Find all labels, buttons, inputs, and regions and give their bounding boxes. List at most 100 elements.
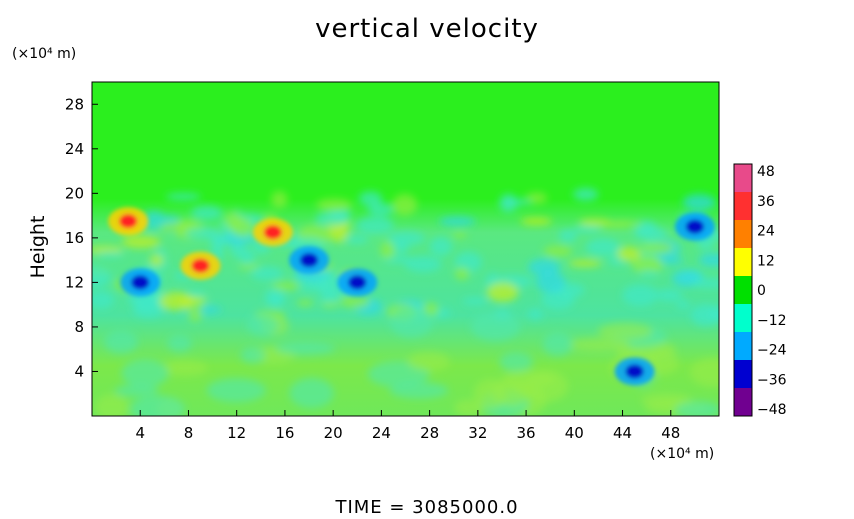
heatmap-cell	[568, 337, 631, 352]
heatmap-cell	[392, 194, 418, 216]
heatmap-feature-core	[263, 225, 282, 240]
heatmap-cell	[344, 235, 369, 244]
heatmap-cell	[264, 288, 286, 305]
heatmap-cell	[499, 352, 534, 372]
heatmap-cell	[617, 246, 641, 262]
heatmap-feature-core	[191, 258, 210, 273]
y-tick-label: 8	[74, 318, 84, 336]
heatmap-cell	[96, 251, 124, 259]
heatmap-cell	[659, 257, 684, 265]
heatmap-cell	[691, 278, 719, 289]
heatmap-cell	[542, 332, 573, 357]
colorbar-tick-label: −24	[757, 343, 787, 359]
heatmap-cell	[94, 394, 129, 416]
heatmap-cell	[387, 231, 426, 246]
heatmap-cell	[238, 263, 260, 270]
heatmap-cell	[634, 226, 667, 241]
heatmap-cell	[429, 236, 453, 256]
heatmap-feature-core	[131, 275, 150, 290]
y-axis-unit: (×10⁴ m)	[12, 46, 77, 62]
x-tick-label: 12	[227, 424, 246, 442]
heatmap-band	[92, 187, 719, 416]
heatmap-feature-core	[625, 364, 644, 379]
heatmap-cell	[209, 233, 231, 247]
heatmap-cell	[184, 227, 220, 239]
heatmap-cell	[246, 314, 279, 336]
y-tick-label: 12	[65, 273, 84, 291]
heatmap-cell	[289, 377, 334, 409]
heatmap-cell	[543, 245, 573, 258]
y-tick-label: 20	[65, 184, 84, 202]
heatmap-cell	[568, 259, 602, 267]
heatmap-cell	[585, 238, 621, 257]
heatmap-cell	[114, 384, 159, 397]
heatmap-cell	[389, 382, 449, 399]
heatmap-cell	[690, 304, 719, 326]
heatmap-cell	[239, 248, 256, 265]
colorbar-tick-label: 48	[757, 164, 775, 180]
heatmap-cell	[453, 399, 484, 416]
heatmap-cell	[92, 290, 115, 309]
heatmap-cell	[676, 300, 691, 310]
heatmap-cell	[367, 203, 394, 217]
x-tick-label: 36	[517, 424, 536, 442]
heatmap-cell	[167, 334, 192, 353]
colorbar-tick-label: 0	[757, 283, 766, 299]
heatmap-cell	[187, 309, 203, 322]
x-tick-label: 48	[661, 424, 680, 442]
heatmap-cell	[271, 281, 300, 291]
x-tick-label: 8	[184, 424, 194, 442]
colorbar-tick-label: −48	[757, 402, 787, 418]
x-tick-label: 44	[613, 424, 632, 442]
heatmap-cell	[404, 255, 442, 273]
heatmap-cell	[674, 401, 719, 416]
heatmap-cell	[315, 211, 350, 227]
heatmap-cell	[339, 295, 370, 309]
heatmap-cell	[390, 307, 433, 338]
heatmap-cell	[296, 299, 314, 307]
heatmap-cell	[558, 229, 577, 243]
heatmap-cell	[162, 360, 208, 376]
heatmap-cell	[190, 205, 223, 221]
heatmap-cell	[656, 288, 683, 302]
colorbar-tick-label: −12	[757, 313, 787, 329]
heatmap-cell	[535, 271, 566, 293]
colorbar-segment	[734, 164, 752, 193]
heatmap-cell	[130, 395, 185, 416]
heatmap-cell	[631, 255, 664, 275]
heatmap-cell	[682, 194, 716, 211]
heatmap-cell	[380, 241, 395, 260]
heatmap-feature-core	[685, 219, 704, 234]
heatmap-cell	[271, 191, 288, 209]
colorbar-segment	[734, 360, 752, 389]
heatmap-cell	[206, 378, 266, 403]
heatmap-cell	[121, 359, 169, 388]
heatmap-cell	[142, 210, 166, 230]
heatmap-cell	[698, 253, 719, 267]
heatmap-cell	[156, 221, 196, 233]
heatmap-cell	[121, 235, 161, 249]
heatmap-cell	[177, 296, 208, 303]
heatmap-cell	[407, 351, 451, 372]
y-tick-label: 16	[65, 229, 84, 247]
heatmap-cell	[275, 341, 336, 355]
heatmap-cell	[250, 266, 284, 281]
y-tick-label: 28	[65, 95, 84, 113]
heatmap-cell	[501, 370, 556, 388]
heatmap-cell	[230, 217, 255, 238]
heatmap-cell	[452, 231, 467, 238]
heatmap-feature-core	[119, 214, 138, 229]
colorbar-tick-label: −36	[757, 372, 787, 388]
heatmap-cell	[573, 187, 599, 201]
x-tick-label: 20	[324, 424, 343, 442]
heatmap-cell	[639, 270, 659, 278]
colorbar-segment	[734, 220, 752, 249]
x-tick-label: 28	[420, 424, 439, 442]
heatmap-cell	[149, 254, 164, 267]
colorbar-segment	[734, 304, 752, 333]
heatmap-cell	[356, 216, 395, 235]
heatmap-cell	[462, 297, 488, 305]
colorbar-segment	[734, 388, 752, 417]
colorbar-segment	[734, 332, 752, 361]
